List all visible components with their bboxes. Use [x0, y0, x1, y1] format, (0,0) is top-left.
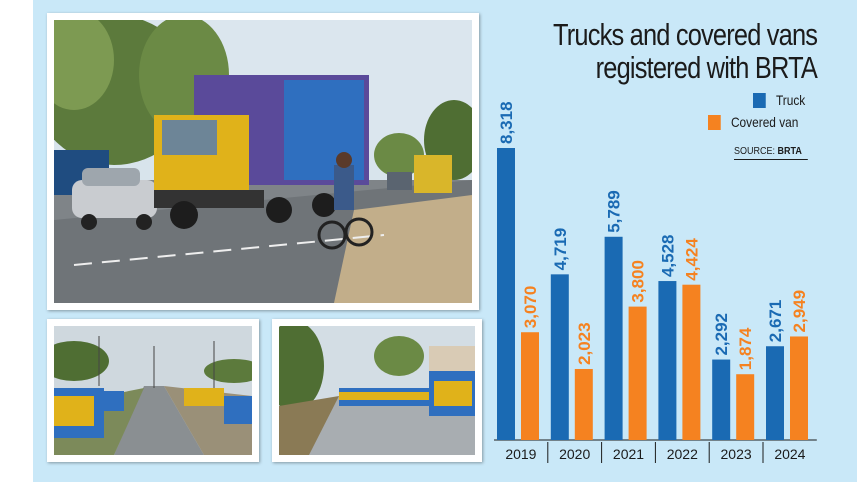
covered-van-bar-2021 [628, 306, 647, 440]
truck-bar-2023 [712, 359, 731, 440]
truck-on-road-photo-icon [54, 20, 472, 303]
legend-label-covered-van: Covered van [730, 114, 799, 130]
x-tick-label-2021: 2021 [613, 446, 644, 462]
source-prefix: SOURCE: [734, 146, 778, 157]
covered-van-value-label-2019: 3,070 [521, 286, 540, 329]
covered-van-bar-2023 [736, 374, 755, 440]
legend-item-covered-van: Covered van [708, 114, 798, 130]
truck-bar-2024 [766, 346, 784, 440]
trucks-lined-up-photo-icon [279, 326, 475, 455]
legend-label-truck: Truck [775, 92, 806, 108]
covered-van-swatch [708, 114, 721, 130]
covered-van-bar-2020 [574, 368, 593, 440]
truck-bar-2019 [497, 148, 515, 440]
x-tick-label-2019: 2019 [505, 446, 536, 462]
covered-van-bar-2024 [790, 336, 808, 440]
truck-value-label-2023: 2,292 [712, 313, 731, 356]
truck-bar-2021 [604, 236, 623, 440]
covered-van-bar-2019 [521, 332, 539, 440]
covered-van-value-label-2024: 2,949 [790, 290, 809, 333]
parked-trucks-roadside-photo-icon [54, 326, 252, 455]
legend-item-truck: Truck [753, 92, 805, 108]
x-tick-label-2023: 2023 [721, 446, 752, 462]
main-photo [47, 13, 479, 310]
source-name: BRTA [777, 146, 802, 157]
right-small-photo [272, 319, 482, 462]
covered-van-value-label-2023: 1,874 [736, 327, 755, 370]
x-tick-label-2020: 2020 [559, 446, 590, 462]
covered-van-bar-2022 [682, 284, 701, 440]
source-note: SOURCE: BRTA [734, 146, 808, 160]
x-tick-label-2024: 2024 [774, 446, 805, 462]
truck-swatch [753, 92, 766, 108]
truck-value-label-2020: 4,719 [551, 228, 570, 271]
truck-bar-2022 [658, 281, 677, 440]
x-tick-label-2022: 2022 [667, 446, 698, 462]
truck-bar-2020 [550, 274, 569, 440]
chart-title-line-2: registered with BRTA [595, 50, 818, 85]
truck-value-label-2022: 4,528 [658, 234, 677, 277]
covered-van-value-label-2020: 2,023 [575, 322, 594, 365]
truck-value-label-2024: 2,671 [766, 300, 785, 343]
covered-van-value-label-2022: 4,424 [682, 238, 701, 281]
chart-title-line-1: Trucks and covered vans [552, 17, 818, 52]
truck-value-label-2019: 8,318 [497, 101, 516, 144]
left-small-photo [47, 319, 259, 462]
truck-value-label-2021: 5,789 [605, 190, 624, 233]
covered-van-value-label-2021: 3,800 [629, 260, 648, 303]
